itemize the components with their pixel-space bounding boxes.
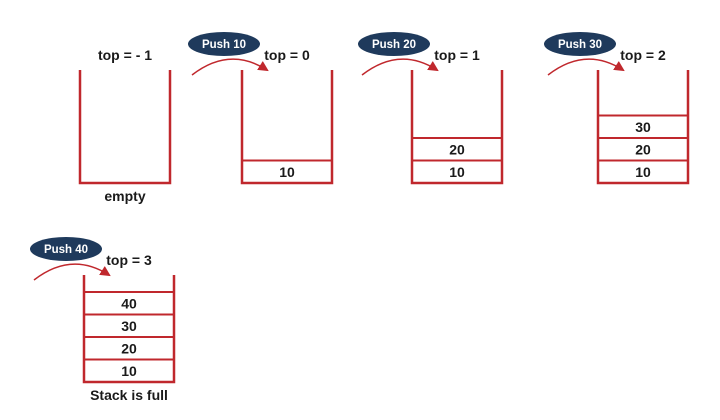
stack-item-10: 10: [121, 363, 137, 379]
stack-item-10: 10: [635, 164, 651, 180]
stack-container: [596, 70, 690, 185]
stack-stage-3: top = 1 10 20 Push 20: [358, 32, 504, 185]
top-label: top = 0: [264, 47, 310, 63]
stack-stage-4: top = 2 10 20 30 Push 30: [544, 32, 690, 185]
push-operation-label: Push 20: [372, 39, 416, 51]
stack-item-20: 20: [635, 141, 651, 157]
stack-item-30: 30: [121, 318, 137, 334]
stack-stage-5: top = 3 10 20 30 40 Stack is full Push 40: [30, 237, 176, 403]
stack-stage-1: top = - 1 empty: [78, 47, 172, 204]
push-operation-label: Push 40: [44, 244, 88, 256]
stack-item-10: 10: [449, 164, 465, 180]
top-label: top = - 1: [98, 47, 152, 63]
push-arrow: [191, 58, 269, 76]
stack-stage-2: top = 0 10 Push 10: [188, 32, 334, 185]
stack-item-30: 30: [635, 119, 651, 135]
stack-item-20: 20: [449, 141, 465, 157]
push-operation-label: Push 30: [558, 39, 602, 51]
stack-caption: empty: [104, 188, 145, 204]
stack-item-20: 20: [121, 340, 137, 356]
stack-container: [410, 70, 504, 185]
push-operation-pill: [358, 32, 430, 56]
push-operation-pill: [544, 32, 616, 56]
push-arrow: [33, 263, 111, 281]
push-arrow: [547, 58, 625, 76]
push-operation-pill: [188, 32, 260, 56]
push-operation-label: Push 10: [202, 39, 246, 51]
stack-caption: Stack is full: [90, 387, 168, 403]
stack-container: [82, 275, 176, 384]
top-label: top = 1: [434, 47, 480, 63]
push-arrow: [361, 58, 439, 76]
push-operation-pill: [30, 237, 102, 261]
top-label: top = 3: [106, 252, 152, 268]
stack-item-40: 40: [121, 295, 137, 311]
stack-container: [78, 70, 172, 185]
top-label: top = 2: [620, 47, 666, 63]
stack-item-10: 10: [279, 164, 295, 180]
stack-container: [240, 70, 334, 185]
